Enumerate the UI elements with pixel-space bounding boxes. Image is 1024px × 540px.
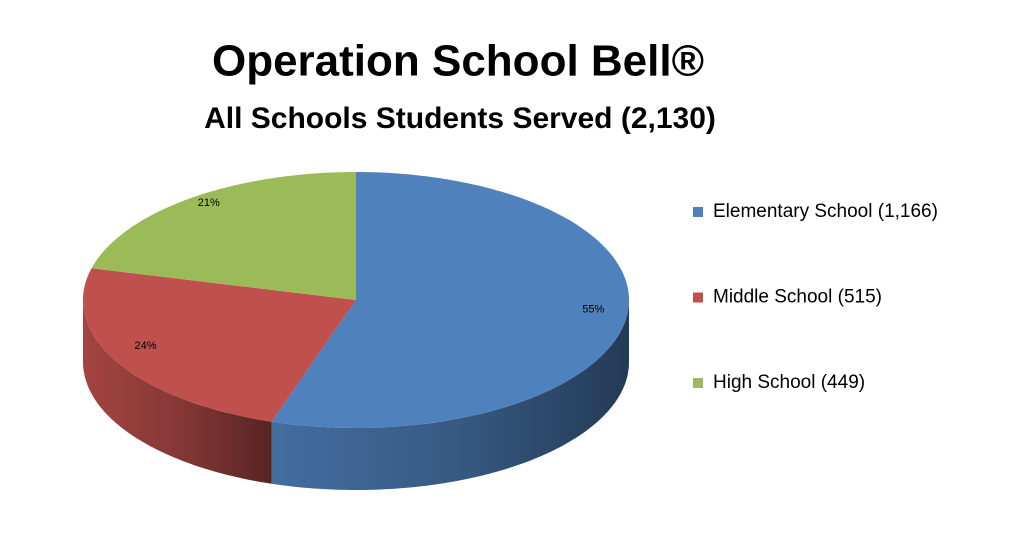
slice	[83, 268, 356, 422]
legend-label: Elementary School (1,166)	[713, 201, 938, 222]
legend-label: High School (449)	[713, 372, 865, 393]
chart-subtitle: All Schools Students Served (2,130)	[204, 102, 716, 135]
value-label: 55%	[582, 304, 604, 316]
legend-swatch	[693, 207, 703, 217]
chart-title: Operation School Bell®	[212, 37, 704, 86]
slice	[271, 172, 629, 428]
legend-swatch	[693, 378, 703, 388]
slice-side-shade	[271, 300, 629, 490]
value-label: 21%	[198, 197, 220, 209]
value-label: 24%	[134, 340, 156, 352]
slice-side-shade	[83, 300, 272, 484]
legend-swatch	[693, 292, 703, 303]
legend-label: Middle School (515)	[713, 287, 882, 308]
slice	[91, 172, 356, 300]
